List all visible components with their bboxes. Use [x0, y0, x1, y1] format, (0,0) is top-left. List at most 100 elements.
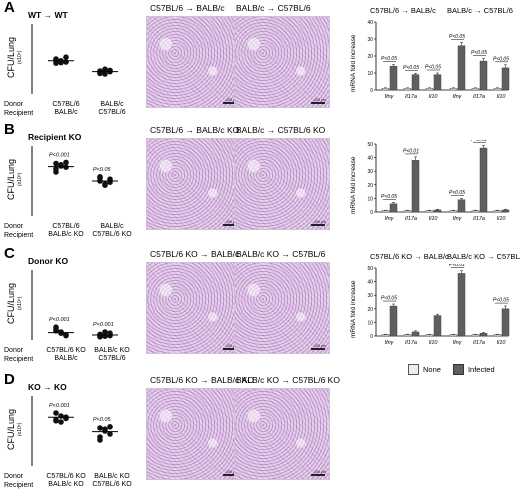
histology-title: C57BL/6 KO → BALB/c	[150, 249, 240, 259]
bar-infected	[433, 74, 442, 91]
group-donor: BALB/c	[100, 223, 124, 230]
scale-label: 200 μm	[226, 98, 238, 102]
bar-y-tick-label: 50	[367, 142, 373, 148]
panel-letter: B	[4, 121, 15, 138]
bar-none	[425, 88, 434, 91]
group-donor: BALB/c KO	[94, 473, 130, 480]
histology-title: C57BL/6 KO → BALB/c KO	[150, 375, 254, 385]
scale-label: 200 μm	[226, 344, 238, 348]
group-donor: C57BL/6 KO	[46, 473, 86, 480]
scatter-point	[97, 437, 103, 443]
bar-none	[449, 334, 458, 337]
scatter-point	[58, 413, 64, 419]
legend-none-label: None	[423, 365, 441, 374]
scale-label: 200 μm	[226, 220, 238, 224]
group-recipient: BALB/c	[54, 109, 78, 116]
scatter-point	[63, 159, 69, 166]
bar-y-tick-label: 0	[370, 88, 373, 94]
panel-letter: C	[4, 245, 15, 262]
group-donor: C57BL/6	[52, 101, 80, 108]
bar-none	[425, 334, 434, 337]
scale-bar	[311, 348, 325, 350]
scatter-point	[63, 164, 69, 170]
bar-none	[403, 210, 412, 213]
bar-infected	[411, 74, 420, 91]
scatter-point	[102, 71, 108, 77]
histology-title: BALB/c KO → C57BL/6 KO	[236, 375, 340, 385]
gene-label: Ifnγ	[453, 340, 463, 346]
histology-image: 200 μm	[146, 262, 242, 354]
bar-y-tick-label: 0	[370, 210, 373, 216]
gene-label: Ifnγ	[385, 216, 395, 222]
scatter-point	[97, 425, 103, 431]
histology-title: BALB/c → C57BL/6	[236, 3, 311, 13]
group-recipient: BALB/c KO	[48, 481, 84, 488]
scatter-point	[107, 431, 113, 437]
cfu-scatter-plot: P<0.001 P<0.05	[31, 146, 118, 216]
gene-label: Ifnγ	[453, 94, 463, 100]
scatter-point	[102, 329, 108, 335]
figure-row-d: D KO → KO CFU/Lung (x10⁵) P<0.001 P<0.05 Donor…	[0, 371, 520, 496]
tissue-texture	[235, 139, 329, 229]
figure-row-c: C Donor KO CFU/Lung (x10⁵) P<0.001 P<0.001 Don…	[0, 245, 520, 370]
gene-label: Il17a	[473, 340, 485, 346]
bar-none	[403, 334, 412, 337]
scatter-point	[107, 332, 113, 339]
scatter-p-value: P<0.001	[49, 152, 70, 158]
scatter-point	[107, 424, 113, 430]
mrna-bar-chart: 0 10 20 30 40 50 P<0.05 Ifnγ Il17a Il10 P<0.01 Ifnγ…	[367, 264, 510, 346]
cfu-axis-label: CFU/Lung (x10⁵)	[6, 409, 23, 450]
tissue-texture	[147, 139, 241, 229]
scatter-point	[63, 59, 69, 65]
bar-infected	[433, 315, 442, 337]
panel-letter: A	[4, 0, 15, 16]
scale-bar	[311, 224, 325, 226]
bar-y-tick-label: 40	[367, 20, 373, 26]
tissue-texture	[147, 263, 241, 353]
bar-y-tick-label: 20	[367, 54, 373, 60]
bar-infected	[501, 67, 510, 91]
group-recipient: C57BL/6 KO	[92, 231, 132, 238]
scatter-point	[63, 332, 69, 339]
scatter-point	[102, 182, 108, 188]
histology-title: C57BL/6 → BALB/c	[150, 3, 225, 13]
cfu-axis-text: CFU/Lung	[6, 282, 16, 324]
scatter-point	[53, 160, 59, 167]
group-recipient: C57BL/6	[98, 109, 126, 116]
cfu-axis-unit: (x10⁵)	[17, 172, 23, 186]
legend-none-swatch	[408, 364, 419, 375]
scale-label: 200 μm	[314, 98, 326, 102]
bar-none	[471, 334, 480, 337]
bar-y-tick-label: 30	[367, 37, 373, 43]
group-donor: BALB/c	[100, 101, 124, 108]
gene-label: Ifnγ	[385, 340, 395, 346]
scale-bar	[311, 102, 325, 104]
group-recipient: C57BL/6 KO	[92, 481, 132, 488]
bar-none	[471, 210, 480, 213]
bar-infected	[479, 60, 488, 91]
bar-p-value: P<0.01	[403, 148, 419, 154]
scatter-p-value: P<0.001	[93, 322, 114, 328]
bar-y-tick-label: 30	[367, 293, 373, 299]
cfu-scatter-plot: P<0.001 P<0.05	[31, 396, 118, 466]
recipient-label: Recipient	[4, 232, 34, 239]
bar-chart-title: BALB/c KO → C57BL/6	[447, 252, 520, 261]
gene-label: Il17a	[473, 94, 485, 100]
mrna-axis-label: mRNA fold increase	[350, 34, 357, 92]
recipient-label: Recipient	[4, 356, 34, 363]
group-donor: C57BL/6	[52, 223, 80, 230]
histology-title: BALB/c KO → C57BL/6	[236, 249, 326, 259]
cfu-scatter-plot	[31, 24, 118, 94]
tissue-texture	[235, 17, 329, 107]
mrna-axis-label: mRNA fold increase	[350, 280, 357, 338]
bar-y-tick-label: 10	[367, 196, 373, 202]
histology-title: BALB/c → C57BL/6 KO	[236, 125, 326, 135]
histology-image: 200 μm	[234, 262, 330, 354]
mrna-bar-chart: 0 10 20 30 40 50 P<0.05 Ifnγ P<0.01 Il17a Il10 P<0.…	[367, 140, 510, 222]
bar-chart-title: BALB/c → C57BL/6	[447, 6, 513, 15]
scatter-point	[63, 54, 69, 60]
bar-none	[449, 88, 458, 91]
tissue-texture	[147, 17, 241, 107]
group-label: BALB/c C57BL/6	[88, 101, 136, 117]
figure-row-b: B Recipient KO CFU/Lung (x10⁵) P<0.001 P<0.05…	[0, 121, 520, 246]
